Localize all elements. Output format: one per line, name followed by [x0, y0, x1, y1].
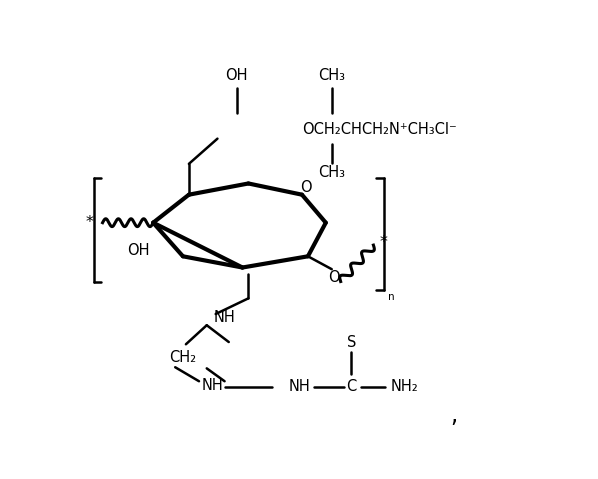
Text: CH₃: CH₃ — [318, 165, 345, 180]
Text: NH: NH — [213, 310, 236, 325]
Text: O: O — [328, 270, 340, 285]
Text: OCH₂CHCH₂N⁺CH₃Cl⁻: OCH₂CHCH₂N⁺CH₃Cl⁻ — [302, 122, 457, 137]
Text: C: C — [346, 379, 356, 394]
Text: NH₂: NH₂ — [391, 379, 419, 394]
Text: ,: , — [450, 404, 457, 427]
Text: CH₃: CH₃ — [318, 68, 345, 83]
Text: *: * — [86, 215, 93, 230]
Text: CH₂: CH₂ — [169, 350, 197, 365]
Text: NH: NH — [202, 377, 224, 393]
Text: *: * — [380, 235, 388, 250]
Text: OH: OH — [225, 68, 248, 83]
Text: O: O — [300, 181, 312, 195]
Text: n: n — [388, 292, 395, 302]
Text: S: S — [347, 334, 356, 350]
Text: NH: NH — [288, 379, 310, 394]
Text: OH: OH — [127, 243, 150, 258]
